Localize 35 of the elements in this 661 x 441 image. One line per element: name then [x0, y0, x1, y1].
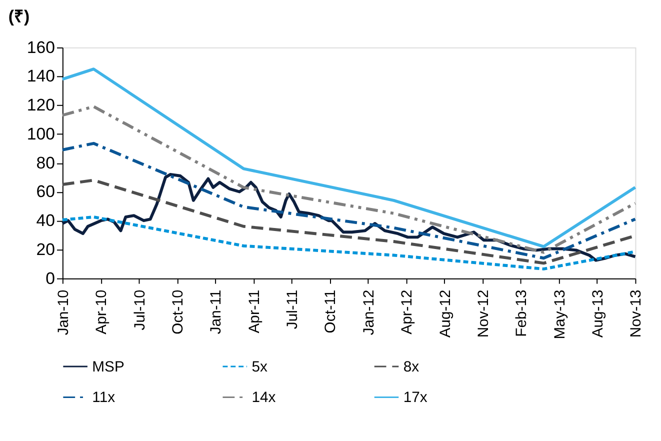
x-tick-label: Jan-12	[361, 290, 378, 336]
legend-label: 8x	[403, 359, 420, 376]
legend-label: 17x	[403, 390, 428, 406]
x-tick-label: Nov-12	[476, 290, 492, 338]
x-tick-label: Jul-10	[132, 290, 148, 330]
y-tick-label: 0	[46, 268, 55, 288]
y-tick-label: 140	[26, 66, 55, 86]
x-tick-label: Oct-10	[170, 290, 186, 334]
y-tick-label: 100	[26, 124, 55, 144]
line-series	[60, 142, 637, 260]
x-tick-label: Apr-12	[400, 290, 416, 334]
legend-label: MSP	[92, 359, 124, 376]
line-series	[60, 105, 637, 254]
y-tick-label: 120	[26, 96, 55, 115]
x-tick-label: Oct-11	[323, 290, 340, 334]
x-tick-label: May-13	[552, 290, 568, 340]
legend-label: 14x	[252, 390, 276, 406]
y-axis-title: (₹)	[8, 7, 30, 26]
x-tick-label: Jan-11	[208, 290, 225, 334]
x-tick-label: Aug-13	[590, 290, 606, 338]
x-tick-label: Feb-13	[514, 290, 530, 337]
line-series	[60, 68, 637, 248]
legend-label: 5x	[252, 359, 268, 376]
y-tick-label: 20	[36, 240, 55, 259]
x-tick-label: Apr-10	[94, 290, 110, 334]
x-tick-label: Jan-10	[56, 290, 72, 336]
x-tick-label: Nov-13	[628, 290, 645, 338]
x-tick-label: Aug-12	[438, 290, 454, 338]
legend-label: 11x	[92, 390, 116, 406]
y-tick-label: 40	[36, 211, 55, 230]
x-tick-label: Apr-11	[246, 290, 263, 334]
y-tick-label: 160	[26, 38, 55, 57]
y-tick-label: 80	[36, 153, 55, 172]
x-tick-label: Jul-11	[285, 290, 302, 330]
y-tick-label: 60	[36, 182, 55, 202]
